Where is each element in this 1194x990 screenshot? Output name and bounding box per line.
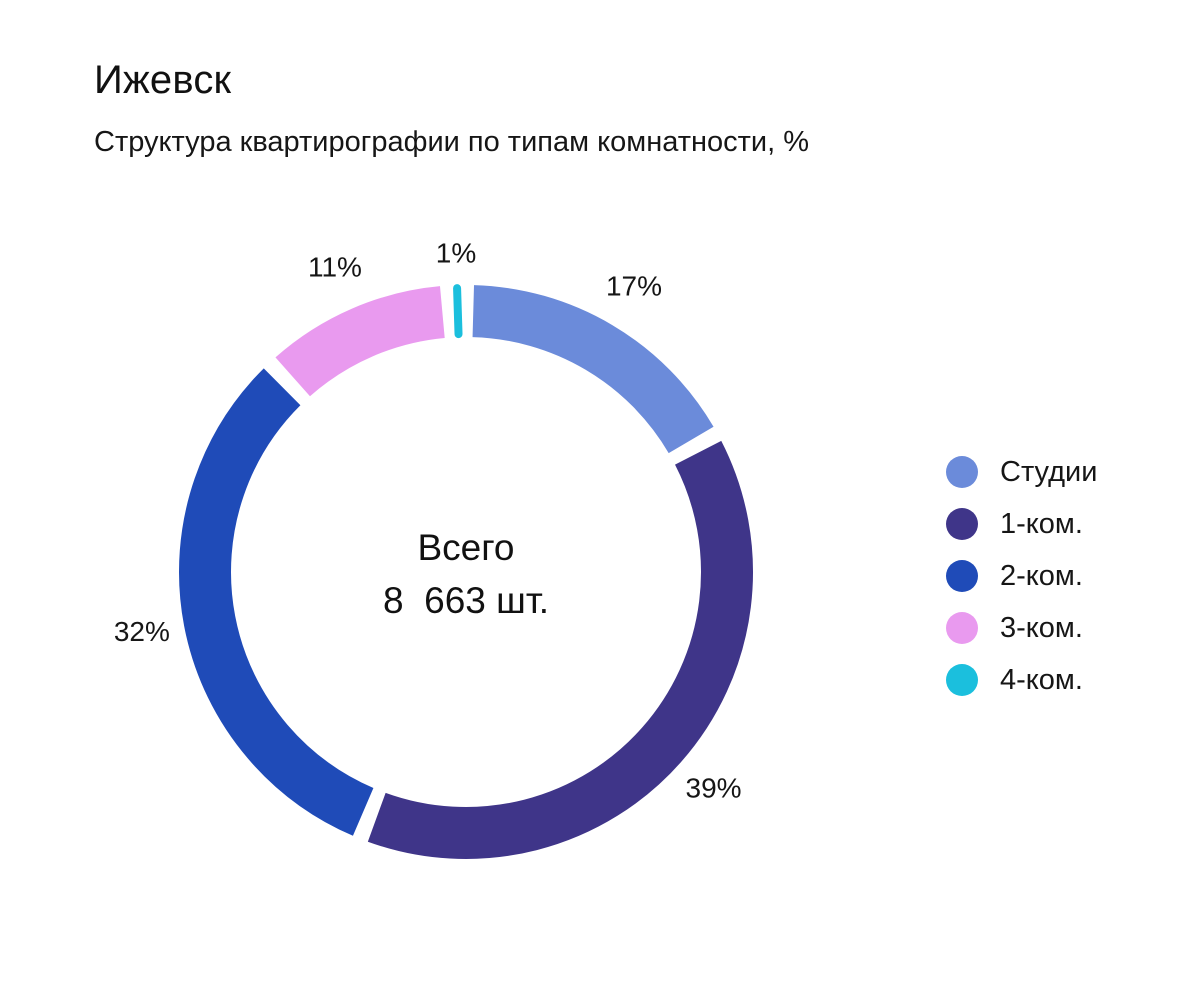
slice-three-room <box>275 286 446 397</box>
data-label-one-room: 39% <box>686 773 742 804</box>
legend-label-studio: Студии <box>1000 455 1098 488</box>
legend-item-four-room: 4-ком. <box>946 654 1097 706</box>
slice-studio <box>472 285 714 454</box>
legend-item-one-room: 1-ком. <box>946 498 1097 550</box>
legend-item-three-room: 3-ком. <box>946 602 1097 654</box>
legend-swatch-three-room <box>946 612 978 644</box>
slice-four-room <box>453 284 463 339</box>
data-label-two-room: 32% <box>114 616 170 647</box>
legend-swatch-one-room <box>946 508 978 540</box>
legend-swatch-two-room <box>946 560 978 592</box>
center-label: Всего <box>417 527 514 568</box>
legend-item-two-room: 2-ком. <box>946 550 1097 602</box>
legend-swatch-four-room <box>946 664 978 696</box>
chart-title: Ижевск <box>94 58 232 102</box>
data-label-three-room: 11% <box>308 252 362 283</box>
legend-label-four-room: 4-ком. <box>1000 663 1083 696</box>
chart-subtitle: Структура квартирографии по типам комнат… <box>94 126 810 158</box>
data-label-four-room: 1% <box>436 238 476 269</box>
slice-one-room <box>367 440 753 859</box>
slice-two-room <box>179 368 374 836</box>
legend-swatch-studio <box>946 456 978 488</box>
center-total: 8 663 шт. <box>383 580 549 621</box>
legend-item-studio: Студии <box>946 446 1097 498</box>
legend-label-three-room: 3-ком. <box>1000 611 1083 644</box>
chart-legend: Студии 1-ком. 2-ком. 3-ком. 4-ком. <box>946 446 1097 706</box>
legend-label-one-room: 1-ком. <box>1000 507 1083 540</box>
data-label-studio: 17% <box>606 270 662 301</box>
legend-label-two-room: 2-ком. <box>1000 559 1083 592</box>
